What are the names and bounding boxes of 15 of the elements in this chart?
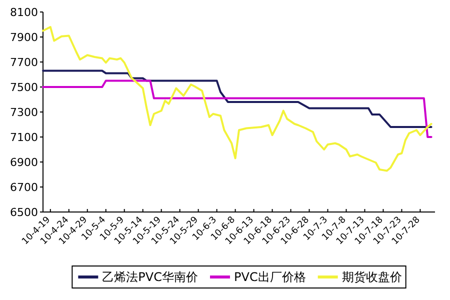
line-series xyxy=(42,70,432,128)
line-series xyxy=(42,80,432,138)
y-tick-label: 6500 xyxy=(10,206,38,219)
y-tick-label: 7900 xyxy=(10,31,38,44)
y-tick-label: 7500 xyxy=(10,81,38,94)
legend-label: 乙烯法PVC华南价 xyxy=(102,270,198,284)
legend-label: PVC出厂价格 xyxy=(234,270,306,284)
y-tick-label: 7100 xyxy=(10,131,38,144)
line-series xyxy=(42,26,432,172)
y-tick-label: 8100 xyxy=(10,6,38,19)
y-tick-label: 7300 xyxy=(10,106,38,119)
y-tick-label: 7700 xyxy=(10,56,38,69)
y-tick-label: 6900 xyxy=(10,156,38,169)
y-tick-label: 6700 xyxy=(10,181,38,194)
legend-label: 期货收盘价 xyxy=(342,270,402,284)
